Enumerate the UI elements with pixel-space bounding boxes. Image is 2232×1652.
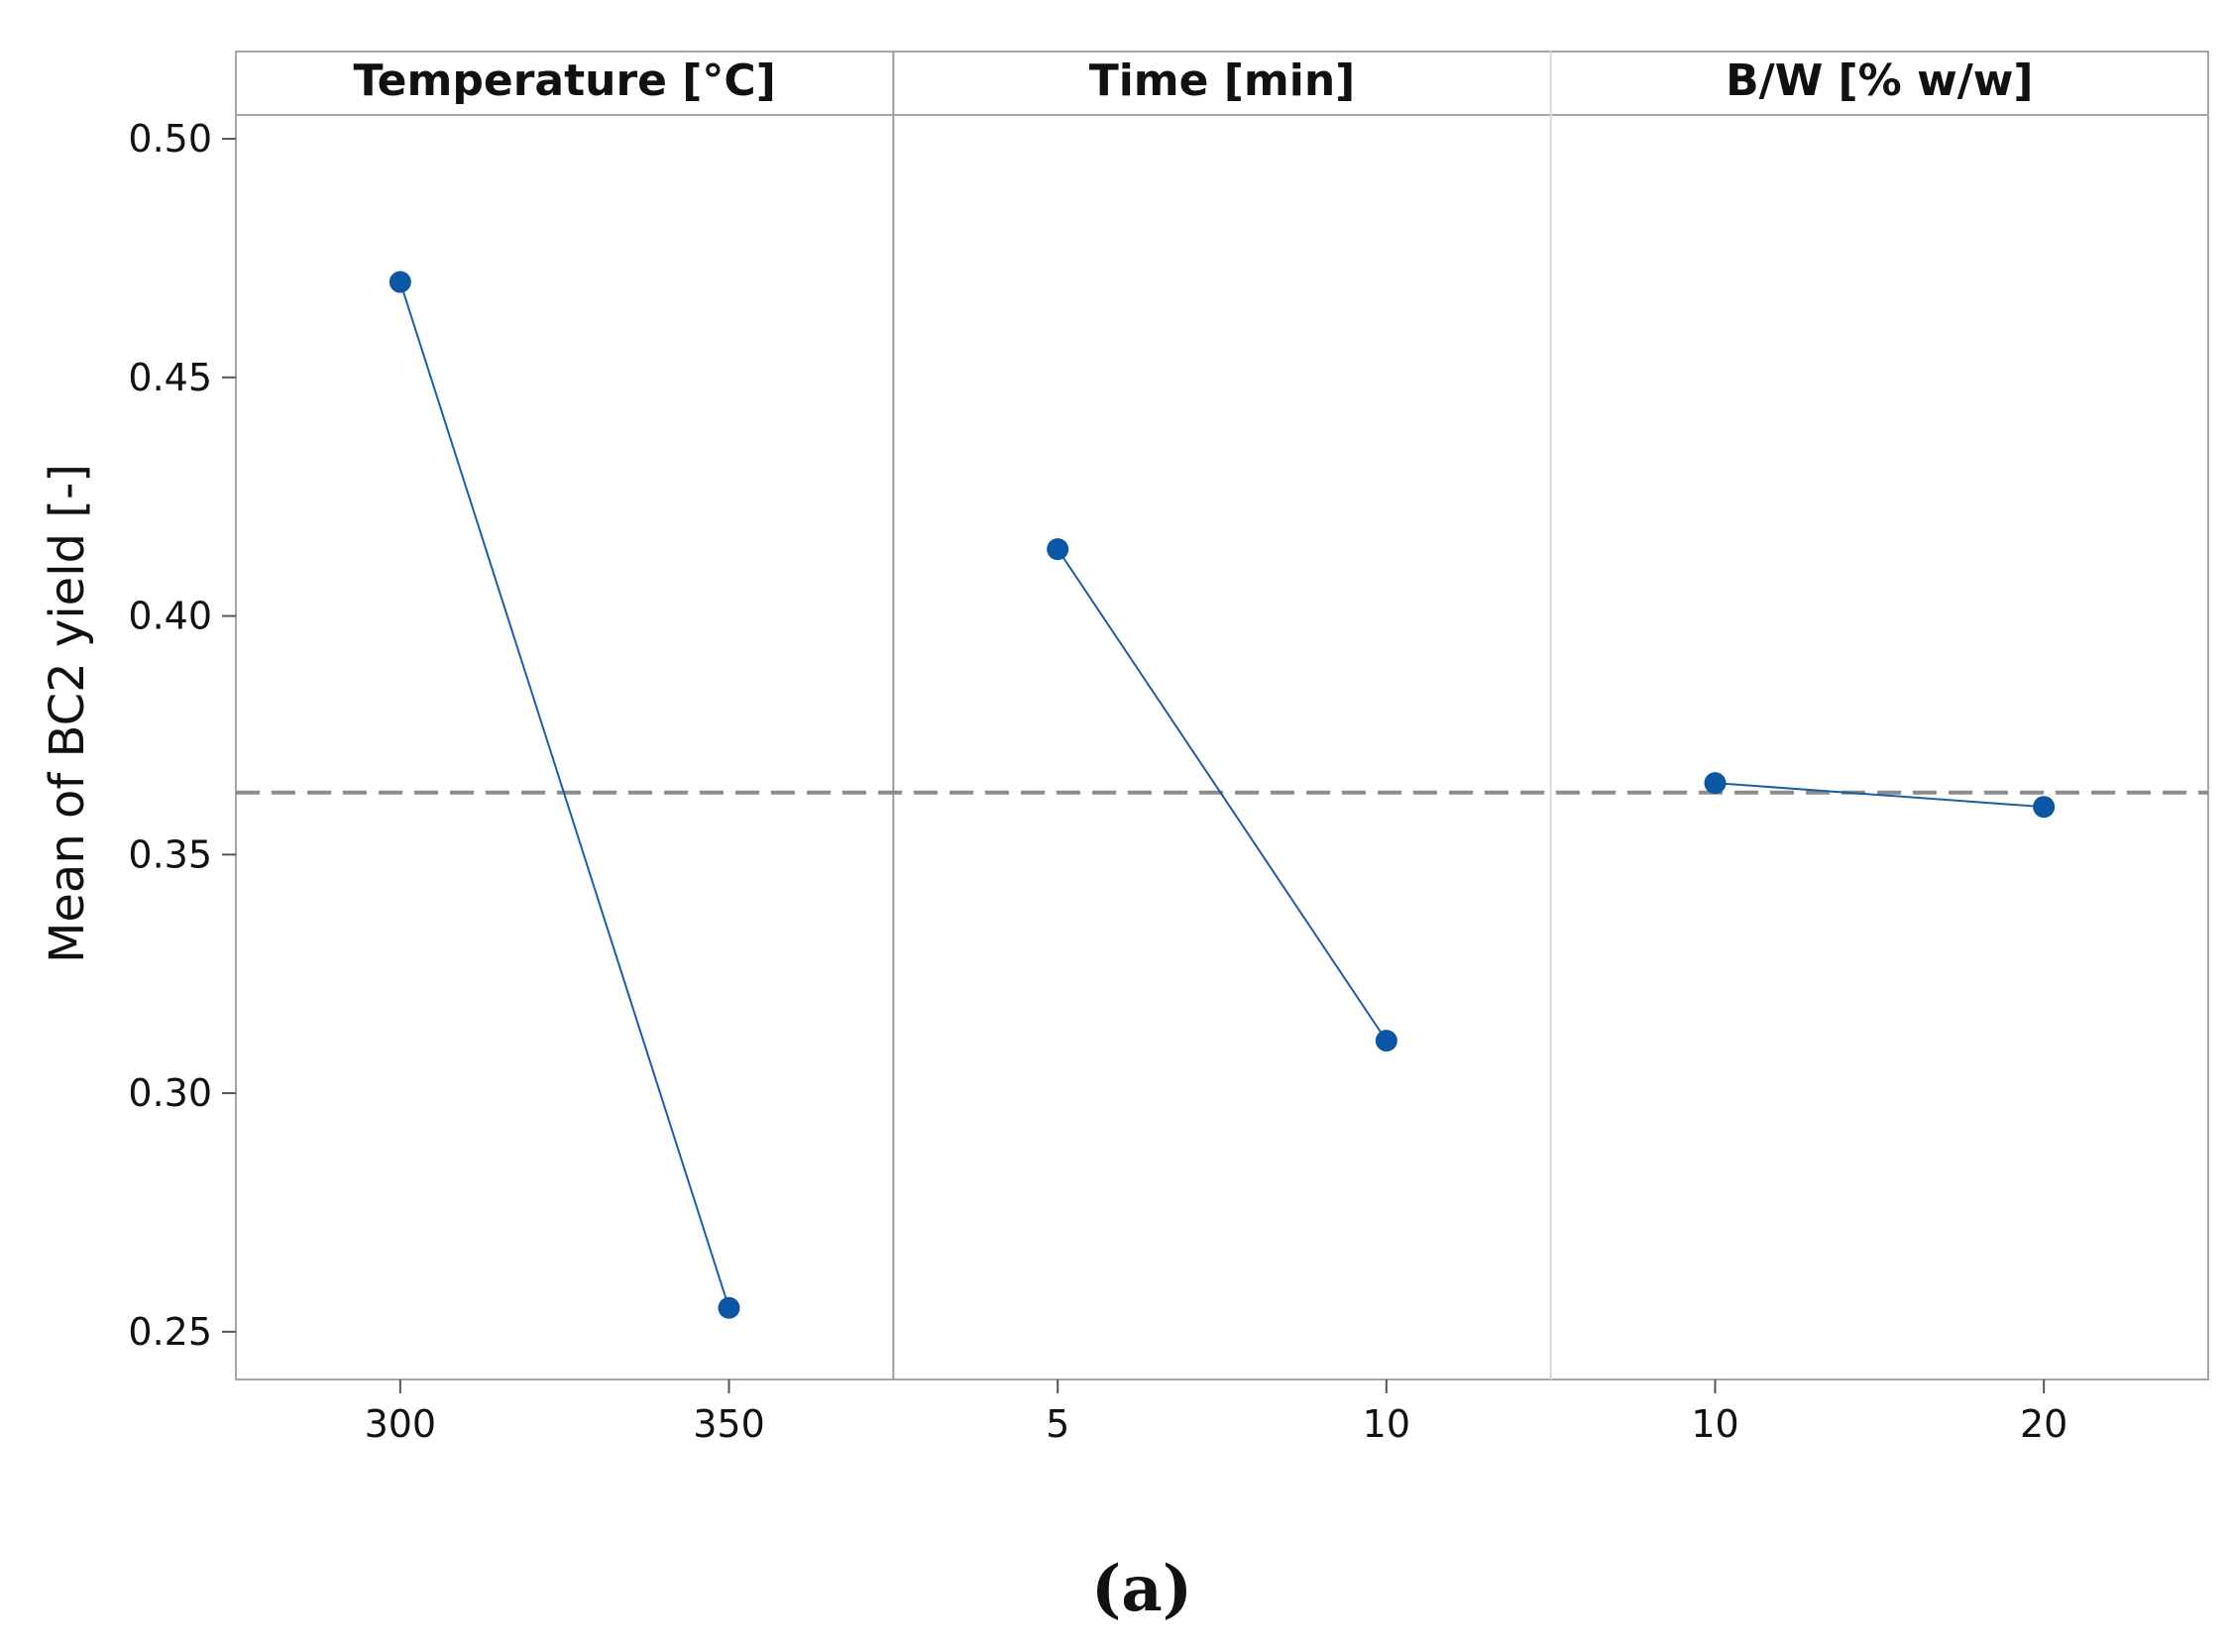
- y-tick-label: 0.30: [128, 1071, 212, 1115]
- series-line: [1715, 782, 2045, 809]
- data-point: [1704, 772, 1727, 795]
- plot-frame: [235, 51, 2209, 1380]
- y-axis-title: Mean of BC2 yield [-]: [40, 464, 95, 963]
- panel-title: Time [min]: [1089, 55, 1356, 106]
- panel-title-group: Temperature [°C] Time [min] B/W [% w/w]: [354, 55, 2034, 106]
- y-tick-label: 0.40: [128, 595, 212, 638]
- x-tick-label: 300: [365, 1402, 437, 1446]
- series-line: [398, 281, 730, 1309]
- series-line: [1057, 548, 1388, 1042]
- data-point: [718, 1296, 740, 1319]
- data-point: [2033, 796, 2056, 819]
- x-tick-label: 350: [693, 1402, 765, 1446]
- y-tick-label: 0.45: [128, 356, 212, 399]
- y-tick-label: 0.35: [128, 832, 212, 876]
- figure-caption: (a): [1091, 1552, 1192, 1626]
- x-tick-label: 5: [1046, 1402, 1069, 1446]
- x-tick-label: 10: [1363, 1402, 1410, 1446]
- panel-title: Temperature [°C]: [354, 55, 776, 106]
- y-tick-label: 0.25: [128, 1310, 212, 1354]
- y-tick-label: 0.50: [128, 117, 212, 161]
- panel-dividers: [892, 52, 1552, 1379]
- data-point: [389, 271, 411, 293]
- plot-border: [235, 51, 2209, 1380]
- panel-title: B/W [% w/w]: [1726, 55, 2033, 106]
- data-point: [1375, 1030, 1397, 1052]
- x-tick-label: 20: [2020, 1402, 2067, 1446]
- series-group: [389, 271, 2056, 1319]
- tick-group: 0.25 0.30 0.35 0.40 0.45 0.50 300 350 5 10 10 20: [128, 117, 2067, 1446]
- x-tick-label: 10: [1691, 1402, 1738, 1446]
- data-point: [1047, 538, 1069, 561]
